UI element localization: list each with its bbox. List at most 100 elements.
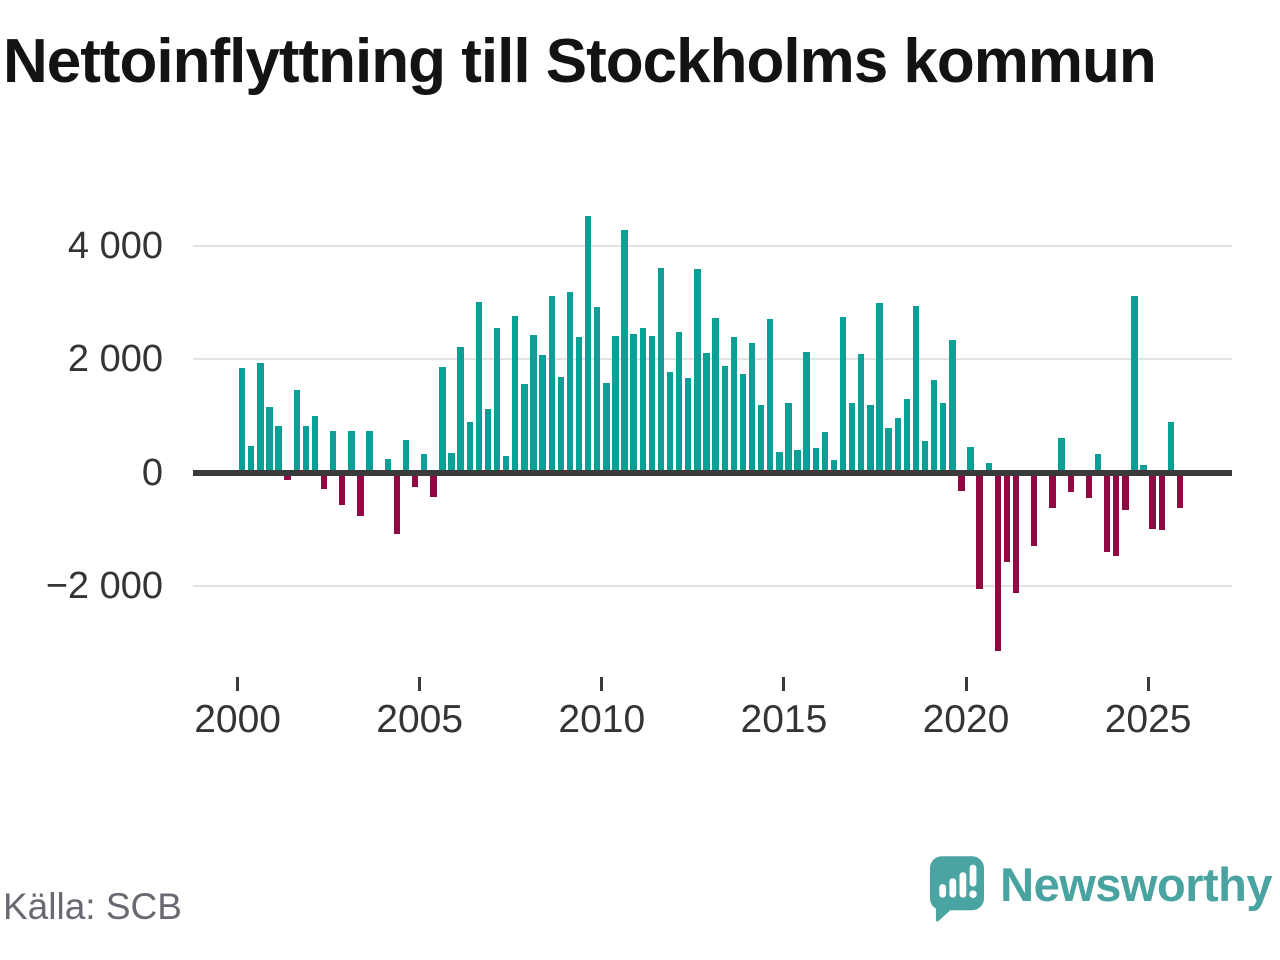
bar-2002-q2	[320, 472, 328, 489]
bar-2003-q1	[348, 431, 355, 473]
bar-2012-q2	[685, 377, 692, 473]
bar-2025-q2	[1158, 472, 1165, 530]
bar-2024-q2	[1122, 472, 1129, 510]
newsworthy-branding: Newsworthy	[930, 856, 1272, 924]
bar-2006-q1	[457, 347, 464, 473]
bar-2024-q4	[1140, 465, 1147, 473]
bar-2020-q2	[976, 472, 983, 590]
bar-2015-q2	[794, 449, 801, 473]
bar-2024-q1	[1113, 472, 1120, 556]
x-axis-label-2015: 2015	[740, 698, 828, 741]
bar-2001-q4	[302, 426, 310, 473]
bar-2001-q3	[293, 389, 300, 473]
bar-2011-q4	[666, 372, 674, 473]
bar-2012-q1	[675, 331, 683, 473]
bar-2010-q4	[630, 333, 637, 473]
bar-2014-q2	[757, 404, 765, 473]
bar-2016-q4	[848, 402, 856, 473]
x-axis-label-2010: 2010	[558, 698, 646, 741]
bar-2011-q3	[657, 267, 665, 473]
bar-2010-q2	[612, 335, 619, 473]
bar-2012-q3	[694, 269, 701, 473]
x-axis-label-2025: 2025	[1104, 698, 1192, 741]
chart-title: Nettoinflyttning till Stockholms kommun	[3, 27, 1157, 96]
x-axis-tick-2010	[600, 677, 604, 691]
bar-2018-q4	[921, 440, 929, 473]
y-axis-label-0: 0	[141, 451, 163, 494]
bar-2007-q3	[512, 315, 519, 473]
bar-2007-q4	[521, 383, 528, 473]
bar-2019-q4	[958, 472, 965, 492]
bar-2007-q2	[502, 455, 510, 473]
bar-2016-q1	[821, 431, 829, 473]
bar-2005-q4	[448, 452, 455, 473]
bar-2011-q2	[648, 335, 656, 473]
bar-2001-q1	[275, 425, 282, 473]
bar-2014-q4	[776, 452, 783, 473]
bar-2006-q2	[466, 422, 473, 473]
bar-2017-q1	[858, 353, 865, 473]
bar-2009-q2	[575, 337, 583, 473]
bar-2014-q3	[767, 318, 774, 473]
bar-2002-q3	[330, 431, 337, 473]
bar-2009-q1	[566, 291, 574, 473]
bar-2004-q2	[393, 472, 401, 535]
bar-2021-q2	[1012, 472, 1020, 594]
bar-2007-q1	[493, 328, 501, 473]
x-axis-label-2020: 2020	[922, 698, 1010, 741]
zero-axis-line	[193, 469, 1232, 476]
bar-2017-q3	[876, 303, 883, 473]
bar-2012-q4	[703, 353, 710, 473]
y-axis-label--2000: −2 000	[45, 564, 163, 607]
bar-2003-q3	[366, 431, 373, 473]
bar-2024-q3	[1131, 295, 1138, 473]
bar-2017-q4	[885, 427, 892, 473]
bar-2023-q4	[1103, 472, 1111, 552]
bar-2009-q4	[594, 306, 601, 473]
bar-2019-q1	[930, 379, 938, 473]
bar-2000-q4	[266, 406, 273, 473]
bar-2009-q3	[584, 215, 592, 473]
bar-2010-q1	[603, 382, 610, 473]
x-axis-label-2005: 2005	[376, 698, 464, 741]
y-axis-label-2000: 2 000	[67, 338, 163, 381]
bar-2025-q4	[1176, 472, 1184, 508]
bar-2003-q2	[357, 472, 364, 516]
newsworthy-wordmark: Newsworthy	[1000, 858, 1272, 911]
x-axis-tick-2000	[236, 677, 240, 691]
bar-2010-q3	[621, 230, 628, 473]
bar-2019-q3	[949, 340, 956, 473]
bar-2020-q4	[994, 472, 1002, 651]
bar-chart-speech-bubble-icon	[930, 856, 985, 922]
bar-2018-q3	[912, 305, 920, 473]
bar-2004-q4	[411, 472, 419, 488]
bar-2022-q2	[1049, 472, 1056, 509]
bar-2025-q1	[1149, 472, 1156, 529]
x-axis-tick-2005	[418, 677, 422, 691]
bar-2018-q2	[903, 398, 910, 473]
bar-2017-q2	[867, 404, 874, 473]
bar-2020-q1	[967, 447, 974, 473]
bar-2006-q4	[484, 408, 492, 473]
bar-2022-q4	[1067, 472, 1074, 492]
bar-2022-q3	[1058, 437, 1065, 473]
y-axis-label-4000: 4 000	[67, 225, 163, 268]
bar-2008-q3	[548, 295, 555, 473]
bar-2021-q4	[1031, 472, 1038, 546]
bar-2005-q3	[439, 367, 446, 473]
bar-2005-q1	[421, 454, 428, 473]
bar-2025-q3	[1167, 421, 1175, 473]
bar-2004-q1	[384, 458, 392, 473]
bar-2023-q2	[1085, 472, 1093, 498]
bar-2020-q3	[985, 462, 992, 473]
bar-2006-q3	[475, 302, 483, 473]
bar-2019-q2	[940, 402, 947, 473]
bar-2002-q1	[311, 415, 319, 473]
bar-2011-q1	[639, 327, 646, 473]
bar-2013-q4	[739, 374, 747, 473]
bar-2002-q4	[339, 472, 346, 506]
bar-2023-q3	[1094, 453, 1102, 473]
bar-2014-q1	[748, 342, 756, 473]
x-axis-tick-2025	[1146, 677, 1150, 691]
